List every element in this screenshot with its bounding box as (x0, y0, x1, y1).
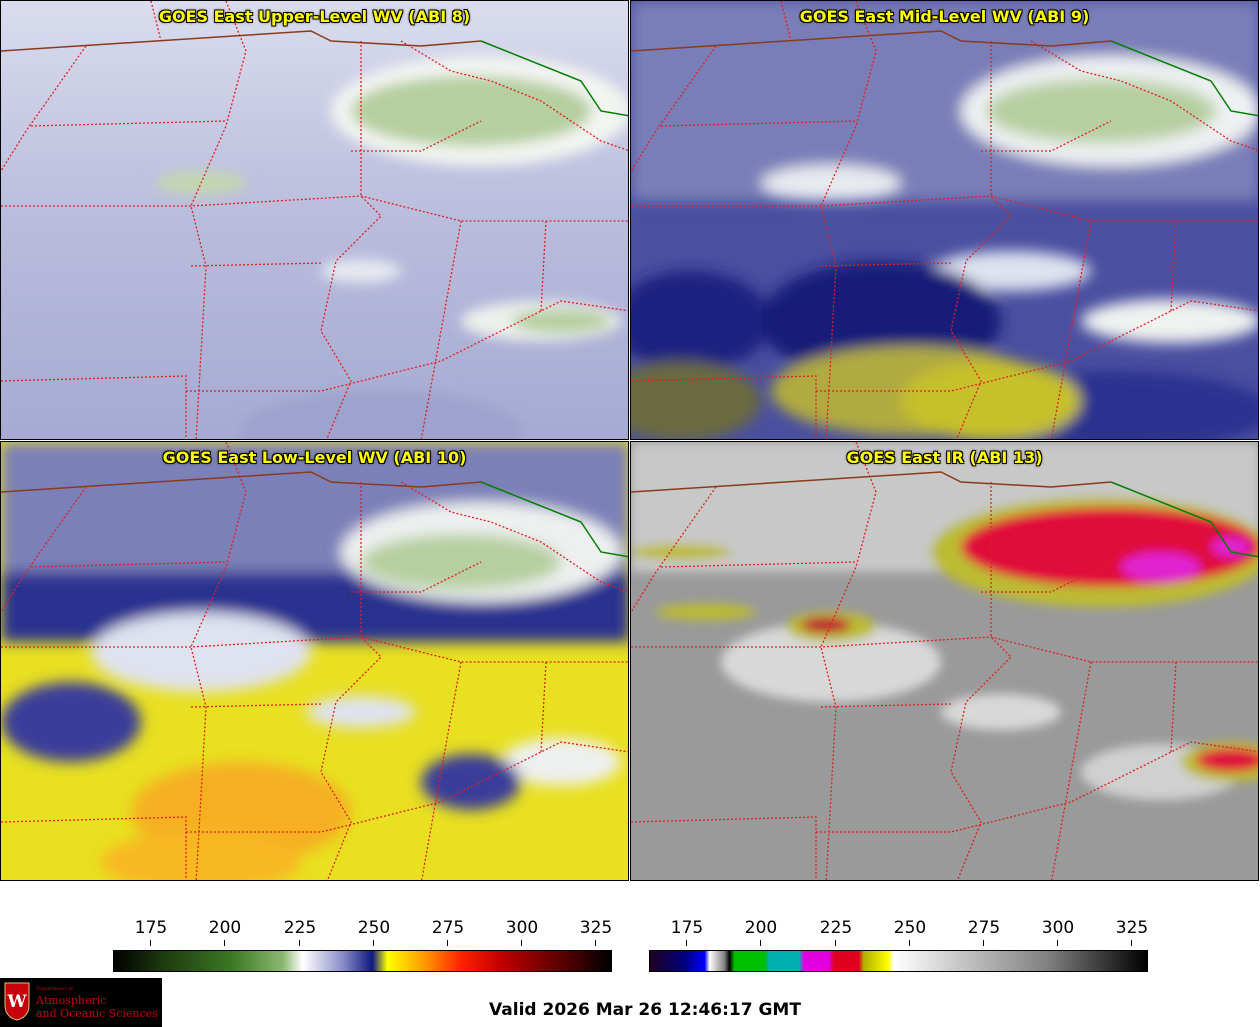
ir-tick: 250 (880, 918, 940, 946)
logo-line-2: and Oceanic Sciences (36, 1007, 158, 1020)
panel-mid-level-wv: GOES East Mid-Level WV (ABI 9) (630, 0, 1259, 440)
ir-colorbar-ticks: 175 200 225 250 275 300 325 (649, 918, 1148, 958)
valid-time: Valid 2026 Mar 26 12:46:17 GMT (489, 1000, 801, 1020)
mid-wv-imagery (631, 1, 1258, 439)
panel-low-level-wv: GOES East Low-Level WV (ABI 10) (0, 441, 629, 881)
wv-tick: 225 (270, 918, 330, 946)
wv-tick: 175 (121, 918, 181, 946)
uw-crest-icon: W (4, 982, 30, 1021)
ir-tick: 275 (954, 918, 1014, 946)
panel-ir: GOES East IR (ABI 13) (630, 441, 1259, 881)
panel-title: GOES East Mid-Level WV (ABI 9) (799, 7, 1090, 26)
ir-tick: 175 (657, 918, 717, 946)
ir-tick: 200 (731, 918, 791, 946)
panel-title: GOES East Upper-Level WV (ABI 8) (158, 7, 471, 26)
wv-colorbar-ticks: 175 200 225 250 275 300 325 (113, 918, 612, 958)
panel-title: GOES East IR (ABI 13) (846, 448, 1043, 467)
wv-tick: 250 (344, 918, 404, 946)
svg-text:W: W (6, 992, 27, 1012)
ir-imagery (631, 442, 1258, 880)
panel-title: GOES East Low-Level WV (ABI 10) (162, 448, 467, 467)
wv-tick: 275 (418, 918, 478, 946)
panel-upper-level-wv: GOES East Upper-Level WV (ABI 8) (0, 0, 629, 440)
ir-tick: 325 (1102, 918, 1162, 946)
logo-dept-label: Department of (36, 986, 73, 992)
wv-tick: 300 (492, 918, 552, 946)
wv-colorbar (113, 950, 612, 972)
ir-tick: 300 (1028, 918, 1088, 946)
upper-wv-imagery (1, 1, 628, 439)
wv-tick: 200 (195, 918, 255, 946)
low-wv-imagery (1, 442, 628, 880)
ir-tick: 225 (806, 918, 866, 946)
ir-colorbar (649, 950, 1148, 972)
aos-logo: W Department of Atmospheric and Oceanic … (0, 978, 162, 1027)
logo-line-1: Atmospheric (36, 994, 107, 1007)
wv-tick: 325 (566, 918, 626, 946)
